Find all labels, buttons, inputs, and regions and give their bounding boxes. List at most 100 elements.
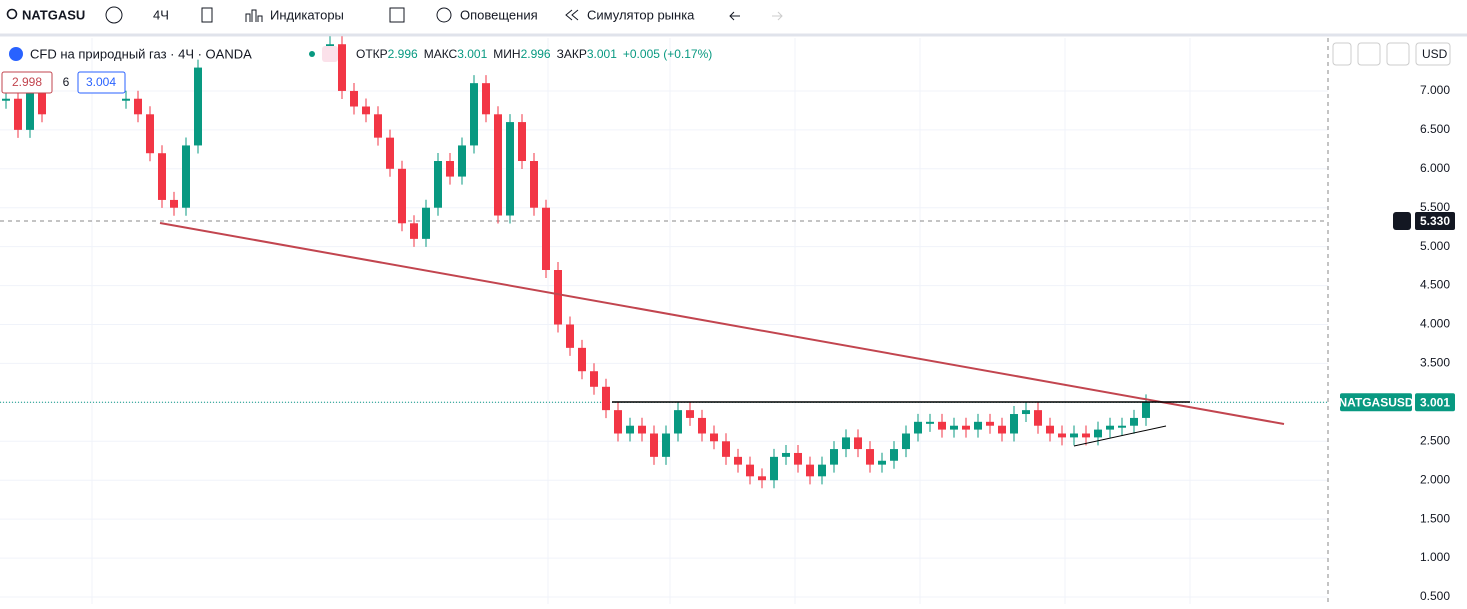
candle xyxy=(710,433,718,442)
indicators[interactable]: Индикаторы xyxy=(270,7,344,22)
replay-icon[interactable] xyxy=(565,9,579,21)
candle xyxy=(14,98,22,130)
candle xyxy=(1034,410,1042,426)
candle xyxy=(698,417,706,434)
scale-button[interactable] xyxy=(1332,42,1352,66)
currency[interactable]: USD xyxy=(1422,47,1448,61)
legend-title: CFD на природный газ · 4Ч · OANDA xyxy=(30,46,252,61)
last-price-label: 3.001 xyxy=(1420,395,1450,409)
y-tick-label: 0.500 xyxy=(1420,589,1450,603)
ohlc-label: ОТКР xyxy=(356,47,388,61)
candle xyxy=(674,410,682,434)
chart-type[interactable] xyxy=(201,7,213,23)
support-line xyxy=(1073,425,1167,447)
spread: 6 xyxy=(63,75,70,89)
candle xyxy=(782,452,790,457)
ask[interactable]: 3.004 xyxy=(86,75,116,89)
candle xyxy=(338,44,346,91)
ohlc-value: +0.005 (+0.17%) xyxy=(623,47,712,61)
candle xyxy=(1142,402,1150,418)
symbol[interactable]: NATGASU xyxy=(22,7,85,22)
add-symbol[interactable] xyxy=(105,6,123,24)
candle xyxy=(182,145,190,208)
candle xyxy=(578,347,586,372)
candle xyxy=(374,114,382,138)
candle xyxy=(38,90,46,115)
alerts-icon[interactable] xyxy=(436,7,452,23)
data-badge xyxy=(322,46,338,62)
candle xyxy=(986,421,994,426)
y-tick-label: 6.500 xyxy=(1420,122,1450,136)
ohlc-value: 2.996 xyxy=(521,47,551,61)
currency-box[interactable] xyxy=(1415,42,1451,66)
crosshair-add xyxy=(1393,211,1411,230)
candle xyxy=(362,106,370,115)
y-tick-label: 7.000 xyxy=(1420,83,1450,97)
candle xyxy=(2,98,10,101)
candle xyxy=(398,168,406,224)
candle xyxy=(326,44,334,47)
candle xyxy=(158,153,166,200)
layouts[interactable] xyxy=(389,7,405,23)
symbol-label: NATGASUSD xyxy=(1338,395,1413,409)
y-tick-label: 3.500 xyxy=(1420,356,1450,370)
y-tick-label: 4.500 xyxy=(1420,278,1450,292)
toolbar xyxy=(0,0,1467,34)
candle xyxy=(890,449,898,461)
scale-button[interactable] xyxy=(1386,42,1410,66)
ohlc-label: МАКС xyxy=(424,47,458,61)
candle xyxy=(842,437,850,450)
bid[interactable]: 2.998 xyxy=(12,75,42,89)
indicators-icon[interactable] xyxy=(245,9,263,22)
ohlc-label: ЗАКР xyxy=(557,47,587,61)
crosshair-label: 5.330 xyxy=(1420,214,1450,228)
source-icon xyxy=(9,47,23,61)
y-tick-label: 2.000 xyxy=(1420,472,1450,486)
candle xyxy=(26,90,34,130)
last-price-bg xyxy=(1415,393,1455,412)
search-icon[interactable] xyxy=(6,8,18,20)
alerts[interactable]: Оповещения xyxy=(460,7,538,22)
candle xyxy=(1082,433,1090,438)
y-tick-label: 5.500 xyxy=(1420,200,1450,214)
candle xyxy=(626,425,634,434)
candle xyxy=(830,449,838,465)
price-axis xyxy=(1329,38,1467,604)
interval[interactable]: 4Ч xyxy=(153,7,169,22)
candle xyxy=(1118,425,1126,428)
candle xyxy=(122,98,130,101)
ohlc-label: МИН xyxy=(493,47,520,61)
candle xyxy=(914,421,922,434)
scale-button[interactable] xyxy=(1357,42,1381,66)
y-tick-label: 4.000 xyxy=(1420,317,1450,331)
candle xyxy=(614,410,622,434)
candle xyxy=(506,122,514,216)
crosshair-label-bg xyxy=(1415,211,1455,230)
candle xyxy=(518,122,526,162)
candle xyxy=(722,441,730,457)
replay[interactable]: Симулятор рынка xyxy=(587,7,695,22)
ohlc-values: ОТКР 2.996 МАКС 3.001 МИН 2.996 ЗАКР 3.001 +0.00… xyxy=(356,47,712,61)
bid-box[interactable] xyxy=(1,71,53,94)
undo[interactable] xyxy=(729,11,740,21)
candle xyxy=(998,425,1006,434)
y-tick-label: 1.000 xyxy=(1420,550,1450,564)
redo[interactable] xyxy=(772,11,783,21)
candle xyxy=(1022,410,1030,415)
symbol-label-bg xyxy=(1340,393,1412,412)
y-tick-label: 5.000 xyxy=(1420,239,1450,253)
market-status xyxy=(309,51,315,57)
trend-line xyxy=(159,222,1285,425)
ask-box[interactable] xyxy=(77,71,126,94)
plot-area xyxy=(0,36,1328,604)
candle xyxy=(422,207,430,239)
candle xyxy=(902,433,910,450)
candle xyxy=(806,464,814,477)
candle xyxy=(434,161,442,208)
ohlc-value: 2.996 xyxy=(388,47,418,61)
candle xyxy=(818,464,826,477)
candle xyxy=(554,270,562,325)
price-axis-ticks: 0.5001.0001.5002.0002.5003.0003.5004.000… xyxy=(1338,83,1455,603)
candle xyxy=(746,464,754,477)
